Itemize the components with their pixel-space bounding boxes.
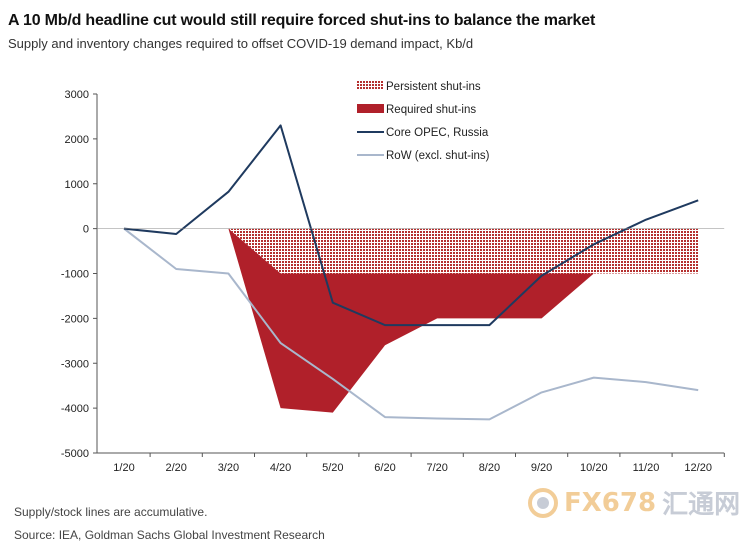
watermark-brand: FX678 (564, 488, 656, 518)
y-tick-label: -2000 (61, 313, 89, 325)
watermark-brand-cn: 汇通网 (662, 484, 740, 521)
y-tick-label: -5000 (61, 448, 89, 460)
x-tick-label: 10/20 (580, 462, 608, 474)
x-tick-label: 2/20 (165, 462, 186, 474)
source-note: Source: IEA, Goldman Sachs Global Invest… (14, 528, 325, 542)
x-tick-label: 8/20 (479, 462, 500, 474)
y-tick-label: -1000 (61, 269, 89, 281)
y-tick-label: 1000 (65, 179, 89, 191)
fx678-logo-icon (528, 488, 558, 518)
y-tick-label: 2000 (65, 134, 89, 146)
x-tick-label: 11/20 (633, 462, 660, 474)
persistent-shut-ins-area (228, 229, 698, 274)
legend: Persistent shut-ins Required shut-ins Core… (357, 81, 490, 162)
x-tick-label: 9/20 (531, 462, 552, 474)
y-tick-label: 0 (83, 224, 89, 236)
x-tick-label: 3/20 (218, 462, 239, 474)
x-tick-label: 1/20 (113, 462, 134, 474)
x-tick-label: 7/20 (426, 462, 447, 474)
legend-label: Required shut-ins (386, 104, 476, 116)
x-tick-label: 6/20 (374, 462, 395, 474)
x-tick-label: 5/20 (322, 462, 343, 474)
watermark: FX678 汇通网 (528, 484, 740, 521)
legend-label: Core OPEC, Russia (386, 127, 489, 139)
footer-note: Supply/stock lines are accumulative. (14, 505, 207, 519)
legend-label: Persistent shut-ins (386, 81, 481, 93)
y-tick-label: 3000 (65, 89, 89, 101)
x-tick-label: 4/20 (270, 462, 291, 474)
x-tick-label: 12/20 (684, 462, 712, 474)
y-tick-label: -3000 (61, 358, 89, 370)
legend-swatch-required (357, 104, 384, 113)
legend-swatch-persistent (357, 81, 384, 90)
y-tick-label: -4000 (61, 403, 89, 415)
legend-label: RoW (excl. shut-ins) (386, 150, 490, 162)
